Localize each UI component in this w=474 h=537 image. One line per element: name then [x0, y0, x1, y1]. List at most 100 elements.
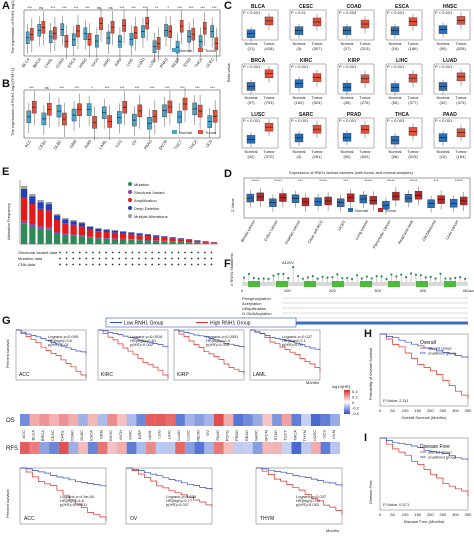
c-n-normal-cesc: (3) [297, 46, 303, 51]
e-row-1-dot-12 [138, 257, 140, 260]
e-bar-14-seg-3 [136, 233, 143, 236]
f-dot-36 [419, 274, 422, 277]
a-sig-stad: *** [189, 5, 194, 10]
g-rfs-cell-uvm [330, 442, 340, 454]
b-sig-ucs: *** [210, 85, 215, 90]
e-bar-17-seg-2 [161, 237, 168, 241]
e-row-0-dot-7 [105, 251, 107, 254]
c-group-tumor-hnsc: Tumor [455, 41, 467, 46]
e-row-1-dot-1 [65, 257, 68, 260]
h-legend-1: unaltered group [428, 351, 457, 356]
e-bar-16-seg-3 [153, 235, 160, 237]
e-bar-15-seg-1 [144, 240, 151, 241]
a-sig-blca: *** [27, 5, 32, 10]
g-os-stat-acc-0: Logrank p=0.005 [48, 334, 79, 339]
g-rfs-cell-lusc [184, 442, 195, 454]
e-bar-0-seg-1 [21, 220, 28, 224]
e-row-0-dot-21 [197, 251, 200, 254]
g-rfs-stat-acc-1: HR(high)=4.6 [60, 498, 85, 503]
e-row-0-dot-6 [98, 251, 101, 254]
e-bar-2-seg-4 [37, 200, 44, 203]
g-os-cell-kirc [126, 414, 137, 426]
e-bar-11-seg-2 [111, 232, 118, 239]
c-group-tumor-thca: Tumor [407, 149, 419, 154]
g-os-stat-laml-1: HR(high)=2.1 [282, 338, 307, 343]
i-xlabel: Disease Free (Months) [404, 519, 445, 524]
h-xlabel: Overall Survival (Months) [402, 415, 448, 420]
e-bar-15-seg-0 [144, 240, 151, 244]
d-frame [243, 177, 471, 219]
c-pval-sarc: P < 0.001 [291, 118, 309, 123]
g-colorbar-tick-4: -0.4 [352, 411, 360, 416]
g-cancer-tgct: TGCT [283, 429, 288, 440]
c-title-sarc: SARC [299, 112, 314, 118]
c-n-tumor-coad: (313) [360, 46, 370, 51]
i-xtick-6: 300 [452, 512, 459, 517]
e-row-1-dot-7 [105, 257, 107, 260]
c-title-cesc: CESC [299, 4, 313, 10]
g-colorbar-tick-2: 0 [352, 400, 355, 405]
g-rfs-stat-ov-1: HR(high)=0.77 [166, 498, 193, 503]
f-track-label-2: Ubiquitination [242, 306, 266, 311]
e-row-1-dot-18 [177, 257, 180, 260]
c-n-normal-hnsc: (50) [439, 46, 447, 51]
e-row-2-dot-11 [131, 263, 134, 266]
a-sig-read: *** [177, 5, 182, 10]
b-xtick-skcm: SKCM [157, 139, 168, 151]
f-dot-24 [360, 277, 364, 280]
g-os-cell-paad [213, 414, 224, 426]
panel-label-e: E [2, 166, 10, 178]
i-xtick-7: 350 [465, 512, 472, 517]
c-n-normal-kirc: (160) [294, 100, 304, 105]
c-pval-thca: P = 0.003 [387, 118, 405, 123]
e-ylabel: Alteration Frequency [6, 203, 11, 240]
g-os-stat-kirc-1: HR(high)=0.61 [130, 338, 157, 343]
c-group-tumor-coad: Tumor [359, 41, 371, 46]
e-bar-7-seg-4 [78, 222, 85, 224]
e-bar-17-seg-0 [161, 241, 168, 244]
c-group-normal-paad: Normal [437, 149, 450, 154]
c-group-normal-coad: Normal [341, 41, 354, 46]
c-group-tumor-cesc: Tumor [311, 41, 323, 46]
e-bar-9-seg-3 [95, 228, 102, 232]
g-rfs-cell-meso [194, 442, 205, 454]
g-os-cell-skcm [262, 414, 273, 426]
f-dot-15 [316, 277, 319, 280]
d-sig-colon-cancer: ***** [274, 178, 282, 183]
h-xtick-3: 150 [414, 408, 421, 413]
b-legend-normal-swatch [172, 130, 177, 134]
g-cancer-sarc: SARC [254, 430, 259, 441]
b-sig-thca: *** [195, 85, 200, 90]
g-rfs-cell-sarc [252, 442, 263, 454]
g-os-cell-coad [68, 414, 79, 426]
e-bar-11-seg-3 [111, 230, 118, 233]
e-bar-3-seg-2 [45, 210, 52, 228]
c-n-tumor-brca: (793) [264, 100, 274, 105]
a-sig-kirp: *** [120, 5, 125, 10]
e-legend-swatch-3 [128, 206, 132, 210]
f-domain-1 [276, 281, 288, 287]
f-axis-1: 100 [284, 288, 291, 293]
g-rfs-cell-kirp [136, 442, 147, 454]
e-bar-5-seg-1 [62, 233, 69, 235]
c-group-tumor-sarc: Tumor [311, 149, 323, 154]
e-row-2-dot-23 [210, 263, 213, 266]
f-dot-35 [414, 273, 418, 276]
i-xtick-2: 100 [402, 512, 409, 517]
c-n-normal-sarc: (4) [297, 154, 303, 159]
f-dot-42 [449, 277, 452, 280]
c-frame-paad [433, 117, 471, 149]
e-bar-13-seg-1 [128, 239, 135, 240]
i-xtick-5: 250 [440, 512, 447, 517]
e-row-0-dot-3 [78, 251, 81, 254]
g-rfs-thym-curve-0 [256, 467, 343, 515]
e-legend-2: Amplification [134, 198, 157, 203]
c-ylabel: Beta value [226, 62, 231, 82]
g-rfs-cell-ucs [320, 442, 331, 454]
a-xtick-kirc: KIRC [102, 57, 112, 68]
b-xtick-ucs: UCS [204, 138, 213, 148]
f-dot-31 [395, 275, 398, 278]
i-xtick-0: 0 [379, 512, 382, 517]
c-group-normal-esca: Normal [389, 41, 402, 46]
e-bar-12-seg-4 [120, 231, 127, 232]
